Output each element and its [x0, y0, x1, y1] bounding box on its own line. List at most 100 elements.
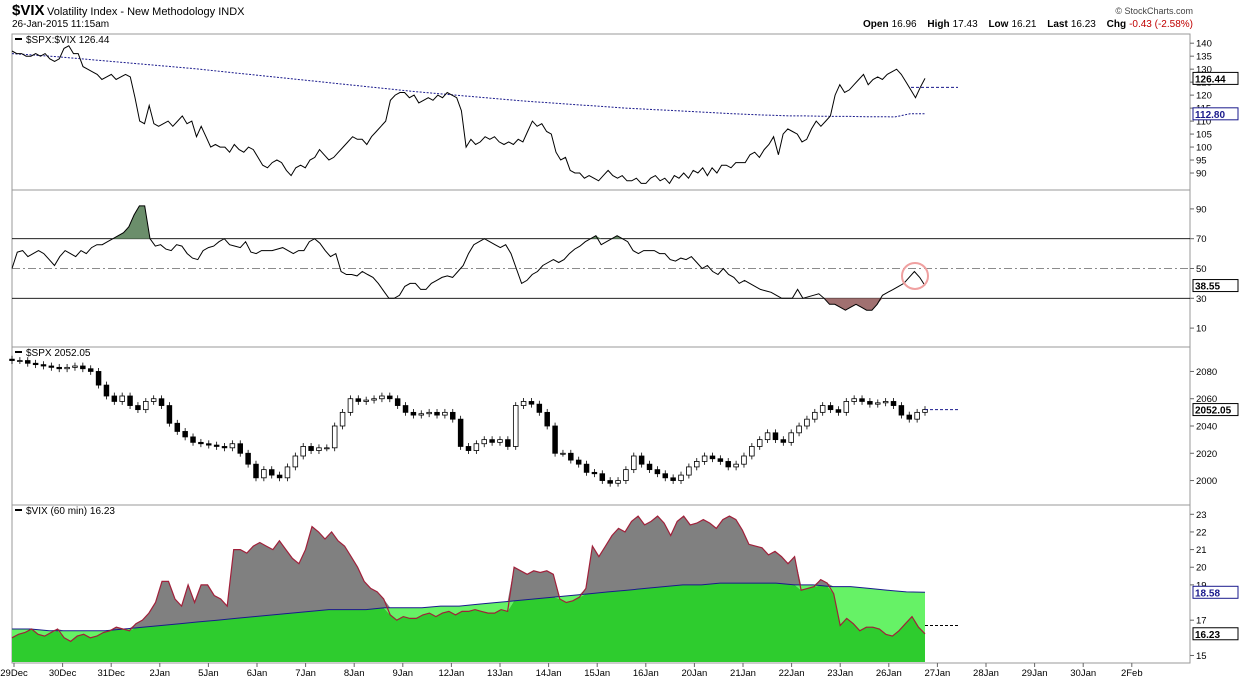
last-label: Last: [1047, 19, 1068, 30]
spx-last-value: 2052.05: [1195, 406, 1232, 417]
y-tick-label: 10: [1196, 324, 1207, 335]
rsi-line: [11, 205, 926, 311]
vix-below-ma-fill: [12, 583, 925, 642]
spx-candle: [528, 401, 535, 405]
spx-candle: [457, 418, 464, 447]
spx-candle: [812, 411, 818, 420]
spx-candle: [788, 432, 794, 443]
vix-ma-line: [12, 582, 926, 632]
spx-candle: [355, 398, 362, 402]
spx-candle: [426, 411, 432, 415]
y-tick-label: 30: [1196, 294, 1207, 305]
spx-candle: [111, 395, 118, 402]
spx-candle: [544, 411, 550, 427]
spx-candle: [568, 452, 574, 461]
ticker-symbol: $VIX: [12, 2, 45, 19]
y-tick-label: 100: [1196, 143, 1212, 154]
y-tick-label: 2020: [1196, 449, 1217, 460]
spx-candle: [882, 401, 889, 404]
x-tick-label: 29Jan: [1022, 668, 1048, 679]
spx-candle: [206, 443, 212, 446]
spx-candle: [733, 463, 739, 468]
spx-candle: [819, 405, 826, 413]
spx-candle: [701, 455, 708, 462]
vix-legend-icon: [15, 509, 22, 511]
spx-candle: [804, 418, 810, 427]
spx-candle: [914, 411, 920, 420]
spx-candle: [843, 401, 850, 413]
ratio-last-value: 126.44: [1195, 74, 1226, 85]
y-tick-label: 70: [1196, 234, 1207, 245]
spx-candle: [607, 480, 613, 484]
y-tick-label: 20: [1196, 563, 1207, 574]
spx-candle: [17, 360, 23, 362]
highlight-circle: [901, 261, 929, 290]
spx-candle: [859, 398, 865, 402]
spx-candle: [835, 409, 842, 413]
x-tick-label: 21Jan: [730, 668, 756, 679]
spx-candle: [615, 480, 621, 484]
spx-candle: [623, 469, 629, 481]
low-value: 16.21: [1011, 19, 1037, 30]
x-tick-label: 26Jan: [876, 668, 902, 679]
x-tick-label: 5Jan: [198, 668, 219, 679]
vix-line: [11, 515, 926, 643]
y-tick-label: 110: [1196, 117, 1211, 128]
ratio-legend-icon: [15, 38, 22, 40]
spx-candle: [87, 368, 94, 372]
spx-candle: [536, 403, 543, 413]
spx-candle: [80, 365, 86, 370]
ratio-panel: 9095100105110115120125130135140$SPX:$VIX…: [11, 33, 1239, 191]
spx-candle: [505, 439, 511, 447]
spx-candle: [25, 360, 31, 364]
spx-candle: [268, 469, 275, 476]
spx-candle: [512, 405, 519, 447]
spx-candle: [481, 439, 487, 445]
spx-candle: [339, 411, 346, 427]
low-label: Low: [988, 19, 1009, 30]
y-tick-label: 90: [1196, 169, 1207, 180]
chart-date: 26-Jan-2015 11:15am: [12, 19, 110, 30]
spx-candle: [662, 473, 669, 479]
spx-candle: [135, 405, 141, 411]
spx-candle: [583, 463, 590, 473]
spx-candle: [64, 366, 70, 370]
spx-last-value-box: [1192, 403, 1239, 417]
spx-candle: [324, 447, 330, 450]
spx-candle: [575, 459, 582, 465]
spx-candle: [103, 384, 110, 397]
spx-candle: [276, 474, 283, 479]
spx-candle: [473, 443, 480, 451]
spx-candle: [827, 405, 834, 411]
x-tick-label: 12Jan: [438, 668, 464, 679]
spx-candle: [631, 455, 637, 471]
spx-candle: [906, 414, 912, 420]
x-tick-label: 30Dec: [49, 668, 77, 679]
spx-candle: [465, 446, 472, 451]
spx-candle: [709, 455, 716, 460]
x-tick-label: 15Jan: [584, 668, 610, 679]
spx-candle: [638, 455, 645, 465]
spx-candle: [725, 461, 731, 468]
panel-label: $VIX (60 min) 16.23: [26, 506, 115, 517]
spx-legend-icon: [15, 351, 22, 353]
open-label: Open: [863, 19, 889, 30]
spx-candle: [72, 365, 78, 368]
high-label: High: [927, 19, 950, 30]
spx-candle: [331, 425, 338, 449]
spx-candle: [434, 411, 440, 416]
vix-frame: [11, 504, 1191, 664]
open-value: 16.96: [891, 19, 917, 30]
panel-label: $SPX:$VIX 126.44: [26, 35, 110, 46]
y-tick-label: 2060: [1196, 394, 1217, 405]
spx-candle: [174, 422, 181, 432]
spx-candle: [552, 425, 558, 454]
spx-candle: [363, 399, 369, 402]
y-tick-label: 135: [1196, 52, 1212, 63]
spx-candle: [292, 455, 299, 468]
spx-candle: [9, 358, 15, 361]
spx-candle: [221, 446, 228, 449]
x-tick-label: 28Jan: [973, 668, 999, 679]
spx-candle: [150, 398, 157, 402]
x-tick-label: 20Jan: [681, 668, 707, 679]
